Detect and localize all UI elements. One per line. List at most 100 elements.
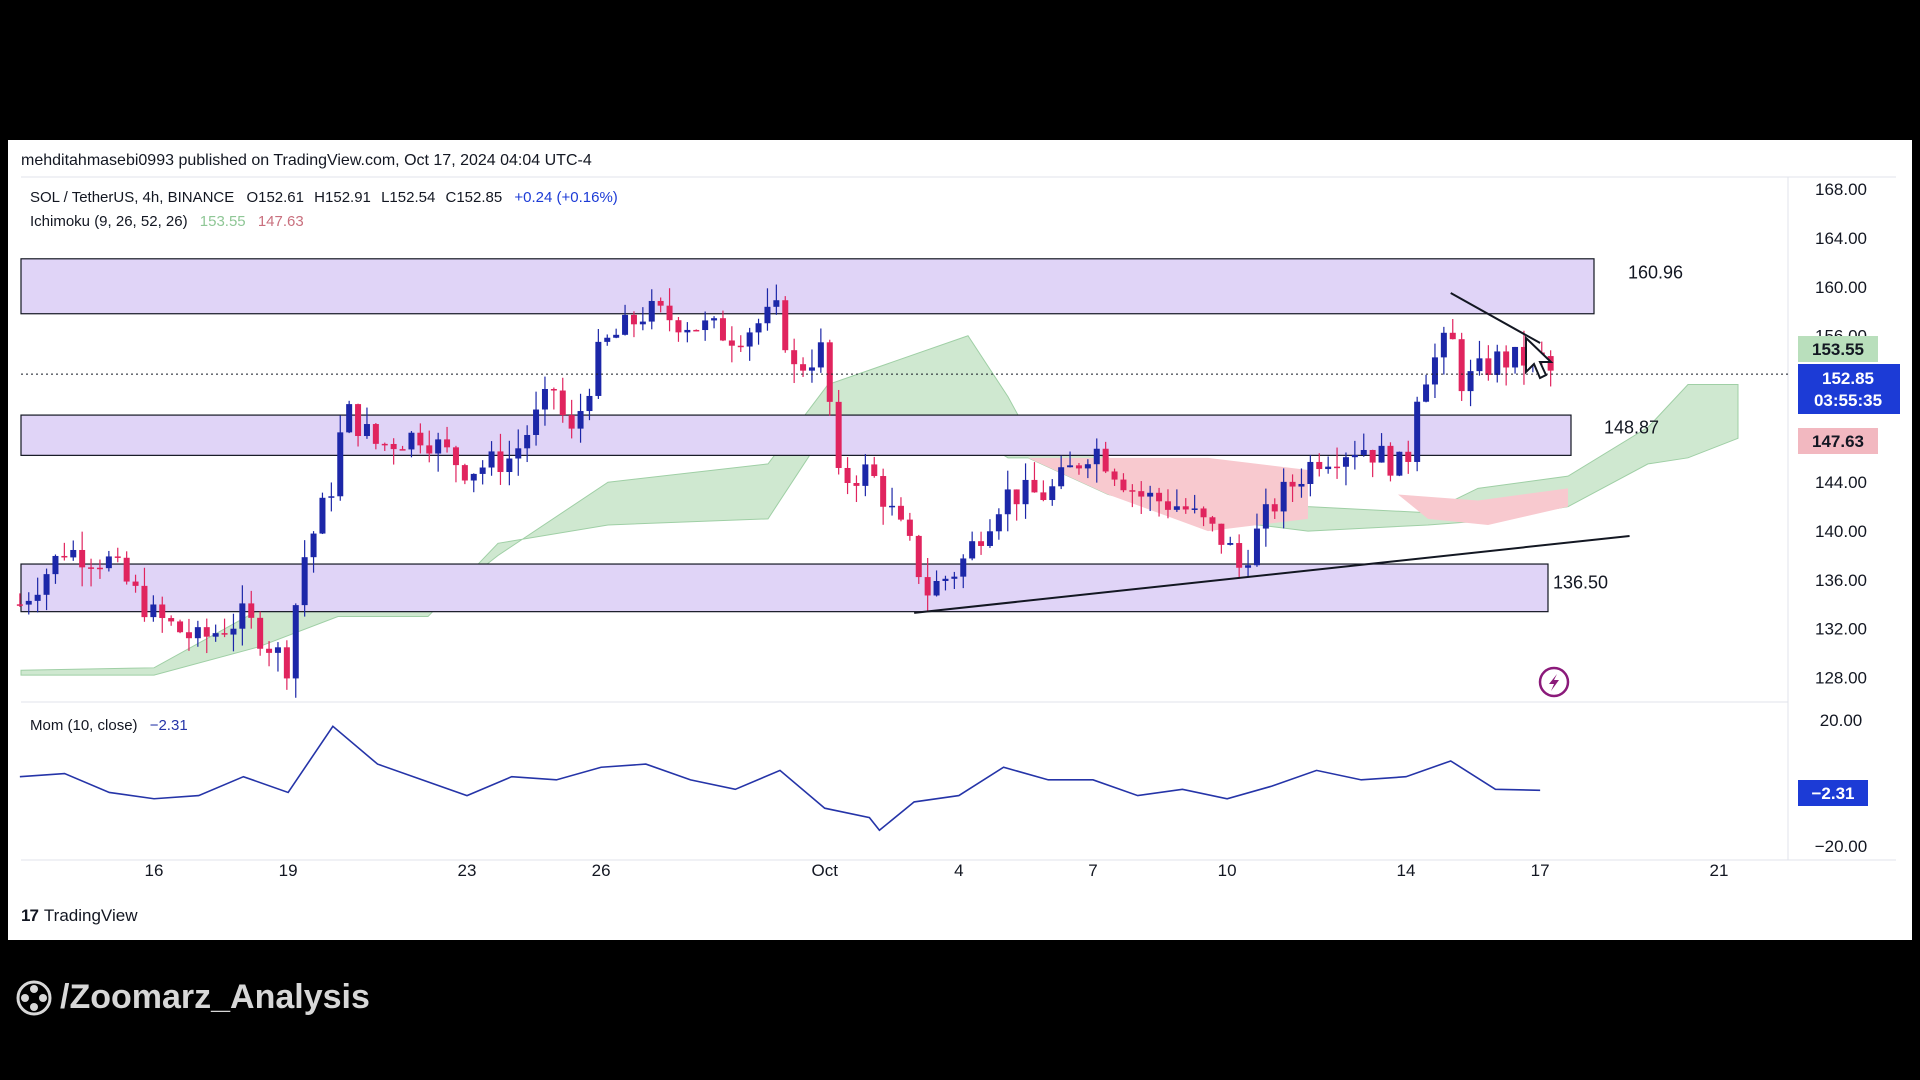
trendline-support bbox=[914, 534, 1630, 614]
candle-body bbox=[586, 395, 593, 412]
candle-body bbox=[604, 337, 611, 342]
candle-body bbox=[212, 633, 219, 637]
candle-body bbox=[1004, 489, 1011, 515]
candle-body bbox=[497, 451, 504, 473]
candle-body bbox=[452, 447, 459, 466]
candle-body bbox=[1325, 466, 1332, 470]
candle-body bbox=[835, 401, 842, 468]
candle-body bbox=[1494, 351, 1501, 375]
candle-body bbox=[1387, 445, 1394, 476]
candle-body bbox=[1022, 479, 1029, 505]
candle-body bbox=[978, 541, 985, 546]
candle-body bbox=[1440, 332, 1447, 358]
candle-body bbox=[702, 320, 709, 331]
candle-body bbox=[524, 434, 531, 449]
candle-body bbox=[70, 549, 77, 558]
candle-body bbox=[363, 424, 370, 437]
price-tag-green-text: 153.55 bbox=[1812, 340, 1864, 359]
candle-body bbox=[346, 404, 353, 433]
candle-body bbox=[488, 451, 495, 468]
candle-body bbox=[1289, 481, 1296, 487]
candle-body bbox=[648, 300, 655, 322]
candle-body bbox=[470, 473, 477, 481]
trendline-resistance bbox=[1450, 292, 1541, 344]
zone-labels: 160.96 148.87 136.50 bbox=[1553, 262, 1683, 592]
momentum-tag-text: −2.31 bbox=[1811, 784, 1854, 803]
price-tag-countdown: 03:55:35 bbox=[1814, 391, 1882, 410]
candle-body bbox=[310, 533, 317, 558]
legend-l-label: L bbox=[381, 189, 389, 206]
candle-body bbox=[399, 449, 406, 451]
lightning-icon[interactable] bbox=[1538, 666, 1570, 698]
candle-body bbox=[693, 329, 700, 332]
candle-body bbox=[274, 647, 281, 653]
candle-body bbox=[862, 464, 869, 486]
candle-body bbox=[817, 342, 824, 368]
zone-rect bbox=[20, 414, 1572, 456]
candle-body bbox=[657, 300, 664, 306]
tradingview-mark-icon: 17 bbox=[21, 906, 39, 925]
price-tag-red: 147.63 bbox=[1798, 428, 1878, 454]
support-resistance-zones bbox=[20, 258, 1595, 613]
time-tick-label: 26 bbox=[592, 861, 611, 880]
candle-body bbox=[1067, 465, 1074, 468]
candle-body bbox=[995, 514, 1002, 532]
legend-open: 152.61 bbox=[258, 189, 304, 206]
cloud-bull-area bbox=[20, 335, 1739, 676]
candle-body bbox=[1209, 517, 1216, 524]
price-tick-label: 160.00 bbox=[1815, 278, 1867, 297]
legend-change: +0.24 (+0.16%) bbox=[514, 189, 617, 206]
candle-body bbox=[435, 439, 442, 454]
candles bbox=[16, 284, 1554, 698]
candle-body bbox=[1369, 449, 1376, 463]
ichimoku-cloud bbox=[20, 335, 1739, 676]
candle-body bbox=[1227, 543, 1234, 545]
price-tick-label: 164.00 bbox=[1815, 229, 1867, 248]
candle-body bbox=[1093, 448, 1100, 465]
candle-body bbox=[1253, 528, 1260, 566]
candle-body bbox=[292, 605, 299, 679]
candle-body bbox=[568, 415, 575, 429]
candle-body bbox=[1396, 451, 1403, 476]
candle-body bbox=[328, 496, 335, 498]
price-axis[interactable]: 168.00164.00160.00156.00144.00140.00136.… bbox=[1815, 180, 1867, 687]
candle-body bbox=[1075, 465, 1082, 469]
candle-body bbox=[1467, 371, 1474, 392]
price-tick-label: 140.00 bbox=[1815, 522, 1867, 541]
price-tag-red-text: 147.63 bbox=[1812, 432, 1864, 451]
candle-body bbox=[969, 541, 976, 559]
candle-body bbox=[613, 334, 620, 338]
candle-body bbox=[808, 367, 815, 371]
momentum-value: −2.31 bbox=[150, 717, 188, 734]
watermark-text: /Zoomarz_Analysis bbox=[60, 978, 370, 1016]
candle-body bbox=[1351, 454, 1358, 458]
candle-body bbox=[25, 600, 32, 605]
candle-body bbox=[541, 388, 548, 410]
candle-body bbox=[1449, 332, 1456, 340]
candle-body bbox=[595, 341, 602, 396]
price-tick-label: 144.00 bbox=[1815, 473, 1867, 492]
candle-body bbox=[34, 594, 41, 601]
candle-body bbox=[800, 364, 807, 371]
legend-c-label: C bbox=[445, 189, 456, 206]
candle-body bbox=[1547, 356, 1554, 371]
candle-body bbox=[159, 604, 166, 619]
candle-body bbox=[746, 332, 753, 347]
candle-body bbox=[897, 505, 904, 520]
tradingview-logo[interactable]: 17 TradingView bbox=[21, 906, 137, 926]
candle-body bbox=[1084, 464, 1091, 469]
candle-body bbox=[622, 314, 629, 335]
candle-body bbox=[96, 567, 103, 570]
candle-body bbox=[1342, 457, 1349, 467]
publisher-line: mehditahmasebi0993 published on TradingV… bbox=[21, 152, 592, 169]
price-tick-label: 168.00 bbox=[1815, 180, 1867, 199]
candle-body bbox=[194, 627, 201, 639]
time-tick-label: 10 bbox=[1218, 861, 1237, 880]
legend-o-label: O bbox=[246, 189, 258, 206]
candle-body bbox=[933, 580, 940, 596]
time-axis[interactable]: 16 19 23 26 Oct 4 7 10 14 17 21 bbox=[145, 861, 1729, 880]
time-tick-label: 21 bbox=[1710, 861, 1729, 880]
candle-body bbox=[639, 321, 646, 325]
candle-body bbox=[1236, 543, 1243, 568]
